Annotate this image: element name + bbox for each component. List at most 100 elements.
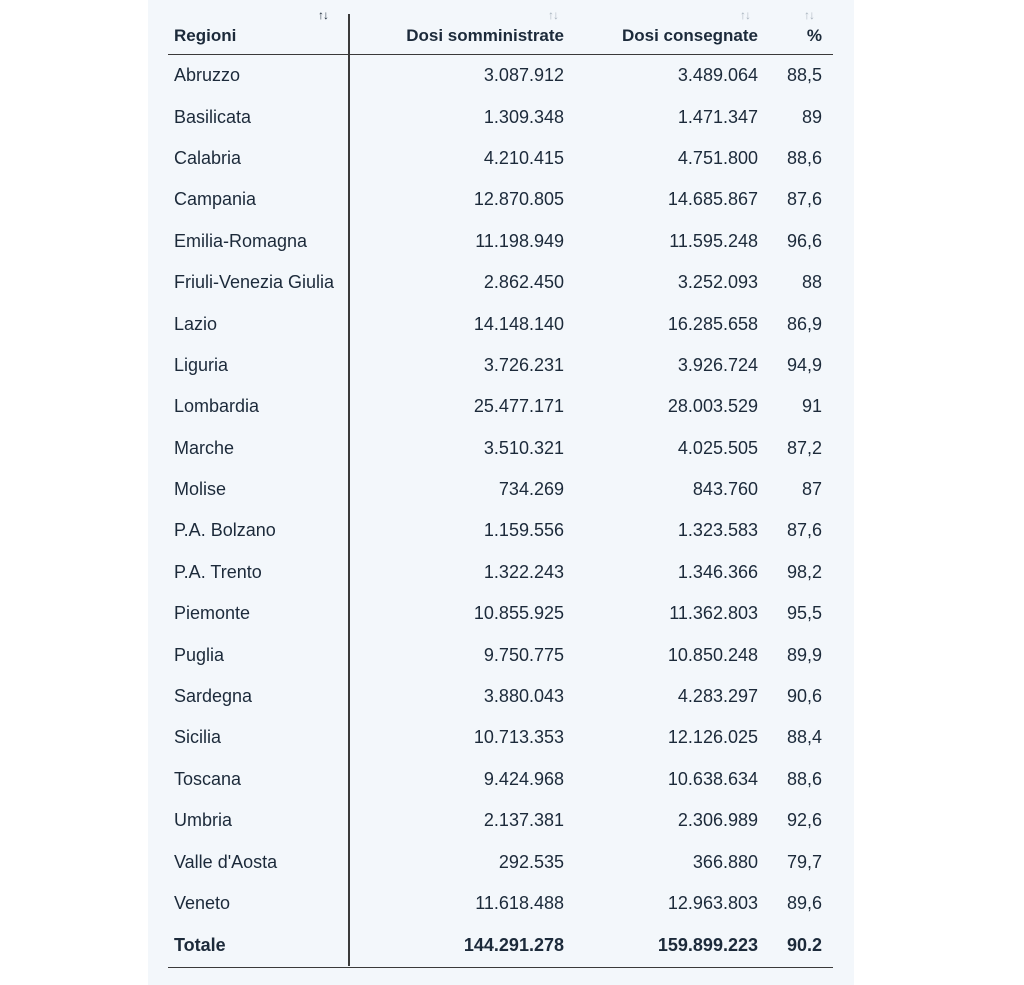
cell-delivered: 2.306.989 [677,810,758,831]
cell-region: Sicilia [174,727,222,748]
cell-region: Lazio [174,313,218,334]
cell-delivered: 10.850.248 [667,644,758,665]
table-row: Valle d'Aosta 292.535 366.880 79,7 [168,841,833,882]
header-region[interactable]: Regioni [174,26,237,45]
table-row: Lombardia 25.477.171 28.003.529 91 [168,386,833,427]
cell-region: Molise [174,479,227,500]
table-row: P.A. Trento 1.322.243 1.346.366 98,2 [168,552,833,593]
cell-percent: 92,6 [786,810,822,831]
cell-region: Campania [174,189,257,210]
cell-administered: 1.159.556 [483,520,564,541]
cell-delivered: 1.323.583 [677,520,758,541]
cell-region: Toscana [174,768,242,789]
table-row: Calabria 4.210.415 4.751.800 88,6 [168,138,833,179]
cell-percent: 88,4 [786,727,822,748]
cell-region: Piemonte [174,603,251,624]
cell-administered: 734.269 [498,479,564,500]
table-row: Lazio 14.148.140 16.285.658 86,9 [168,303,833,344]
table-row: Sardegna 3.880.043 4.283.297 90,6 [168,676,833,717]
cell-delivered: 28.003.529 [667,396,758,417]
total-administered: 144.291.278 [463,935,564,956]
cell-delivered: 3.489.064 [677,65,758,86]
table-row: Abruzzo 3.087.912 3.489.064 88,5 [168,55,833,96]
header-percent[interactable]: % [806,26,822,45]
cell-percent: 88 [801,272,822,293]
cell-administered: 9.424.968 [483,768,564,789]
cell-delivered: 1.471.347 [677,106,758,127]
table-row: P.A. Bolzano 1.159.556 1.323.583 87,6 [168,510,833,551]
cell-percent: 90,6 [786,686,822,707]
table-row: Umbria 2.137.381 2.306.989 92,6 [168,800,833,841]
cell-delivered: 843.760 [692,479,758,500]
cell-delivered: 14.685.867 [667,189,758,210]
table-row: Toscana 9.424.968 10.638.634 88,6 [168,759,833,800]
cell-administered: 2.137.381 [483,810,564,831]
table-body: Abruzzo 3.087.912 3.489.064 88,5 Basilicata 1… [168,55,833,924]
cell-delivered: 11.595.248 [669,230,758,251]
cell-administered: 11.198.949 [475,230,564,251]
cell-region: P.A. Trento [174,561,262,582]
cell-administered: 10.855.925 [473,603,564,624]
cell-administered: 3.510.321 [483,437,564,458]
column-divider [348,14,350,966]
table-row: Liguria 3.726.231 3.926.724 94,9 [168,345,833,386]
cell-region: Lombardia [174,396,260,417]
cell-administered: 11.618.488 [475,893,564,913]
table-row: Veneto 11.618.488 12.963.803 89,6 [168,883,833,924]
cell-administered: 10.713.353 [473,727,564,748]
cell-percent: 88,6 [786,147,822,168]
cell-percent: 87,6 [786,520,822,541]
cell-delivered: 3.252.093 [677,272,758,293]
sort-icon-administered[interactable]: ↑↓ [548,8,559,22]
table-row: Emilia-Romagna 11.198.949 11.595.248 96,6 [168,221,833,262]
sort-icon-delivered[interactable]: ↑↓ [740,8,751,22]
cell-percent: 88,5 [786,65,822,86]
cell-region: Liguria [174,354,229,375]
total-delivered: 159.899.223 [657,935,758,956]
cell-administered: 14.148.140 [473,313,564,334]
vaccine-doses-table: ↑↓ ↑↓ ↑↓ ↑↓ Regioni Dosi somministrate D… [168,0,833,969]
header-delivered[interactable]: Dosi consegnate [621,26,758,45]
cell-delivered: 12.963.803 [667,893,758,913]
table-row: Basilicata 1.309.348 1.471.347 89 [168,96,833,137]
cell-region: Friuli-Venezia Giulia [174,272,335,293]
cell-percent: 91 [801,396,822,417]
cell-administered: 292.535 [498,851,564,872]
cell-delivered: 4.283.297 [677,686,758,707]
cell-percent: 87 [801,479,822,500]
table-row: Friuli-Venezia Giulia 2.862.450 3.252.093 8… [168,262,833,303]
cell-percent: 87,2 [786,437,822,458]
sort-icon-region[interactable]: ↑↓ [318,8,329,22]
cell-region: Veneto [174,893,231,913]
cell-percent: 87,6 [786,189,822,210]
cell-delivered: 10.638.634 [667,768,758,789]
cell-percent: 89 [801,106,822,127]
table-row: Campania 12.870.805 14.685.867 87,6 [168,179,833,220]
cell-region: Puglia [174,644,225,665]
cell-administered: 1.309.348 [483,106,564,127]
cell-percent: 96,6 [786,230,822,251]
sort-icon-percent[interactable]: ↑↓ [804,8,815,22]
cell-region: Valle d'Aosta [174,851,278,872]
cell-delivered: 16.285.658 [667,313,758,334]
cell-region: Umbria [174,810,233,831]
cell-region: P.A. Bolzano [174,520,276,541]
cell-delivered: 366.880 [692,851,758,872]
cell-region: Emilia-Romagna [174,230,308,251]
table-row: Piemonte 10.855.925 11.362.803 95,5 [168,593,833,634]
cell-administered: 9.750.775 [483,644,564,665]
cell-percent: 86,9 [786,313,822,334]
cell-administered: 4.210.415 [483,147,564,168]
cell-delivered: 1.346.366 [677,561,758,582]
cell-percent: 98,2 [786,561,822,582]
cell-region: Abruzzo [174,65,241,86]
table-panel [148,0,854,985]
table-row: Marche 3.510.321 4.025.505 87,2 [168,428,833,469]
header-administered[interactable]: Dosi somministrate [406,26,564,45]
cell-percent: 89,6 [786,893,822,913]
cell-administered: 2.862.450 [483,272,564,293]
cell-administered: 12.870.805 [473,189,564,210]
table-row: Molise 734.269 843.760 87 [168,469,833,510]
table-total-row: Totale 144.291.278 159.899.223 90.2 [168,924,833,969]
cell-percent: 88,6 [786,768,822,789]
